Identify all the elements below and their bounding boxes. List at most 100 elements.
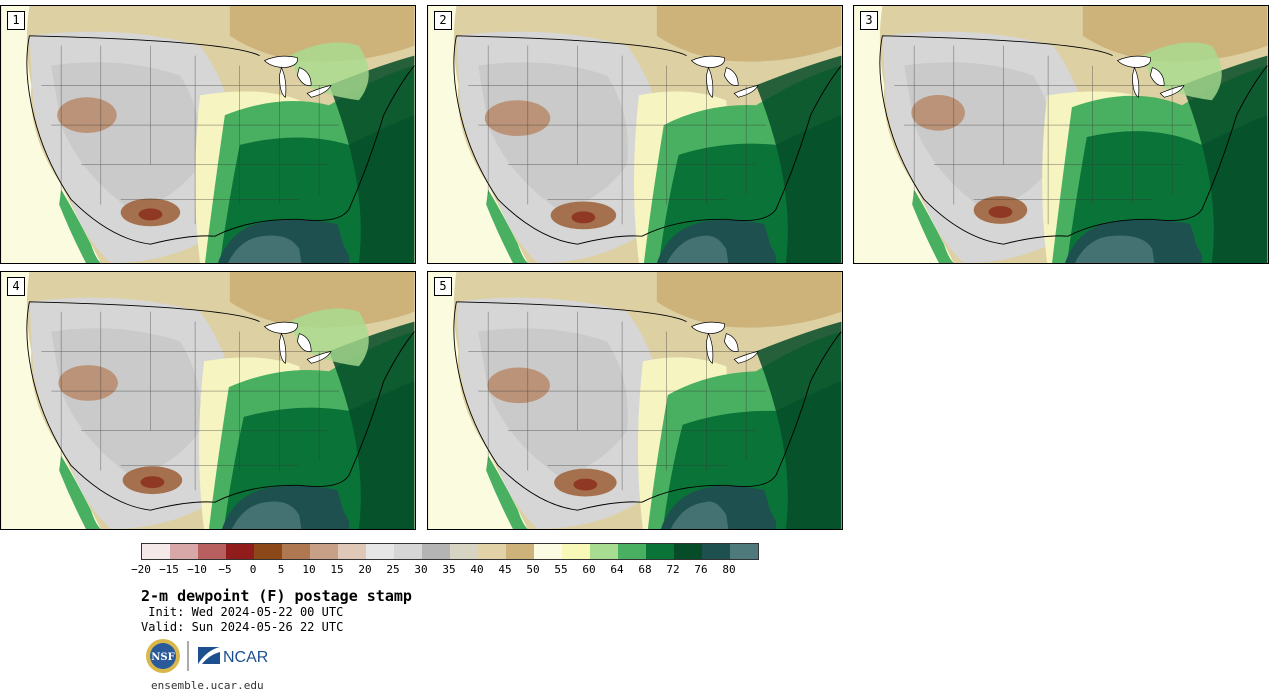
colorbar-tick: −10: [187, 563, 207, 576]
colorbar-tick: −20: [131, 563, 151, 576]
colorbar-swatch: [450, 544, 478, 559]
colorbar-swatch: [590, 544, 618, 559]
gulf-deep-water: [227, 235, 302, 263]
colorbar-swatch: [422, 544, 450, 559]
colorbar-swatch: [646, 544, 674, 559]
colorbar-swatch: [198, 544, 226, 559]
colorbar-tick: 30: [414, 563, 428, 576]
colorbar-tick: 15: [330, 563, 344, 576]
stamp-panel-1[interactable]: 1: [0, 5, 416, 264]
colorbar-swatch: [142, 544, 170, 559]
colorbar-tick: 40: [470, 563, 484, 576]
dewpoint-map-1: [1, 6, 415, 263]
init-time: Init: Wed 2024-05-22 00 UTC: [141, 605, 344, 619]
great-basin-dry-spot: [911, 94, 965, 131]
colorbar-swatch: [366, 544, 394, 559]
colorbar-tick: 50: [526, 563, 540, 576]
stamp-panel-5[interactable]: 5: [427, 271, 843, 530]
southwest-driest-core: [140, 476, 165, 489]
state-boundaries: [41, 311, 339, 491]
canada-north-tan: [656, 272, 842, 328]
lake-superior: [690, 55, 725, 68]
pacific-ocean: [1, 272, 101, 529]
west-gray-band: [478, 328, 628, 476]
panel-number: 2: [434, 11, 452, 30]
lake-superior: [1116, 55, 1151, 68]
colorbar-tick: 72: [666, 563, 680, 576]
pacific-ocean: [854, 6, 954, 263]
lake-superior: [263, 321, 298, 334]
gulf-deep-water: [670, 501, 729, 529]
west-gray-band: [51, 328, 201, 476]
website-link[interactable]: ensemble.ucar.edu: [151, 679, 264, 692]
florida-peninsula: [329, 184, 358, 260]
atlantic-moisture: [756, 321, 842, 529]
colorbar-swatch: [562, 544, 590, 559]
colorbar-tick: 64: [610, 563, 624, 576]
colorbar-tick: 0: [249, 563, 257, 576]
florida-peninsula: [756, 450, 785, 526]
atlantic-moisture: [756, 55, 842, 263]
lake-superior: [690, 321, 725, 334]
colorbar-tick-labels: −20 −15 −10 −5 0 5 10 15 20 25 30 35 40 45 50 55 60 64 68 7…: [131, 563, 761, 577]
coastline: [26, 35, 415, 245]
great-basin-dry-spot: [57, 97, 117, 134]
atlantic-moisture: [1182, 55, 1268, 263]
coastline: [453, 35, 842, 245]
colorbar-tick: 20: [358, 563, 372, 576]
colorbar-swatch: [730, 544, 758, 559]
colorbar-swatch: [702, 544, 730, 559]
colorbar-swatch: [506, 544, 534, 559]
lake-superior: [263, 55, 298, 68]
great-basin-dry-spot: [58, 365, 118, 401]
nsf-logo: NSF: [146, 639, 180, 673]
dewpoint-map-3: [854, 6, 1268, 263]
mexico-coast-green: [486, 455, 528, 529]
canada-north-tan: [656, 6, 842, 62]
colorbar-swatch: [282, 544, 310, 559]
dewpoint-map-5: [428, 272, 842, 529]
pacific-ocean: [428, 272, 528, 529]
gulf-deep-water: [666, 235, 729, 263]
southwest-driest-core: [138, 208, 163, 221]
colorbar: [141, 543, 759, 560]
svg-text:NCAR: NCAR: [223, 649, 268, 666]
colorbar-tick: 76: [694, 563, 708, 576]
coastline: [879, 35, 1268, 245]
florida-peninsula: [756, 184, 785, 260]
mexico-coast-green: [912, 189, 954, 263]
stamp-panel-2[interactable]: 2: [427, 5, 843, 264]
svg-text:NSF: NSF: [151, 652, 174, 663]
colorbar-swatch: [478, 544, 506, 559]
mexico-coast-green: [59, 189, 101, 263]
southwest-driest-core: [571, 211, 596, 224]
canada-north-tan: [229, 272, 415, 328]
state-boundaries: [894, 45, 1192, 225]
colorbar-tick: 5: [277, 563, 285, 576]
colorbar-swatch: [226, 544, 254, 559]
colorbar-swatch: [254, 544, 282, 559]
colorbar-tick: −5: [218, 563, 232, 576]
ncar-logo: NCAR: [198, 647, 268, 666]
dewpoint-map-4: [1, 272, 415, 529]
atlantic-moisture: [329, 321, 415, 529]
pacific-ocean: [1, 6, 101, 263]
colorbar-swatch: [534, 544, 562, 559]
colorbar-swatch: [394, 544, 422, 559]
coastline: [453, 301, 842, 511]
southwest-driest-core: [988, 206, 1013, 218]
mexico-coast-green: [59, 455, 101, 529]
great-basin-dry-spot: [484, 100, 551, 136]
panel-number: 1: [7, 11, 25, 30]
logo-strip: NSF NCAR: [146, 639, 268, 673]
colorbar-swatch: [618, 544, 646, 559]
colorbar-tick: 55: [554, 563, 568, 576]
west-gray-band: [478, 62, 628, 210]
panel-number: 5: [434, 277, 452, 296]
dewpoint-map-2: [428, 6, 842, 263]
state-boundaries: [468, 311, 766, 491]
colorbar-tick: −15: [159, 563, 179, 576]
atlantic-moisture: [329, 55, 415, 263]
stamp-panel-4[interactable]: 4: [0, 271, 416, 530]
stamp-panel-3[interactable]: 3: [853, 5, 1269, 264]
